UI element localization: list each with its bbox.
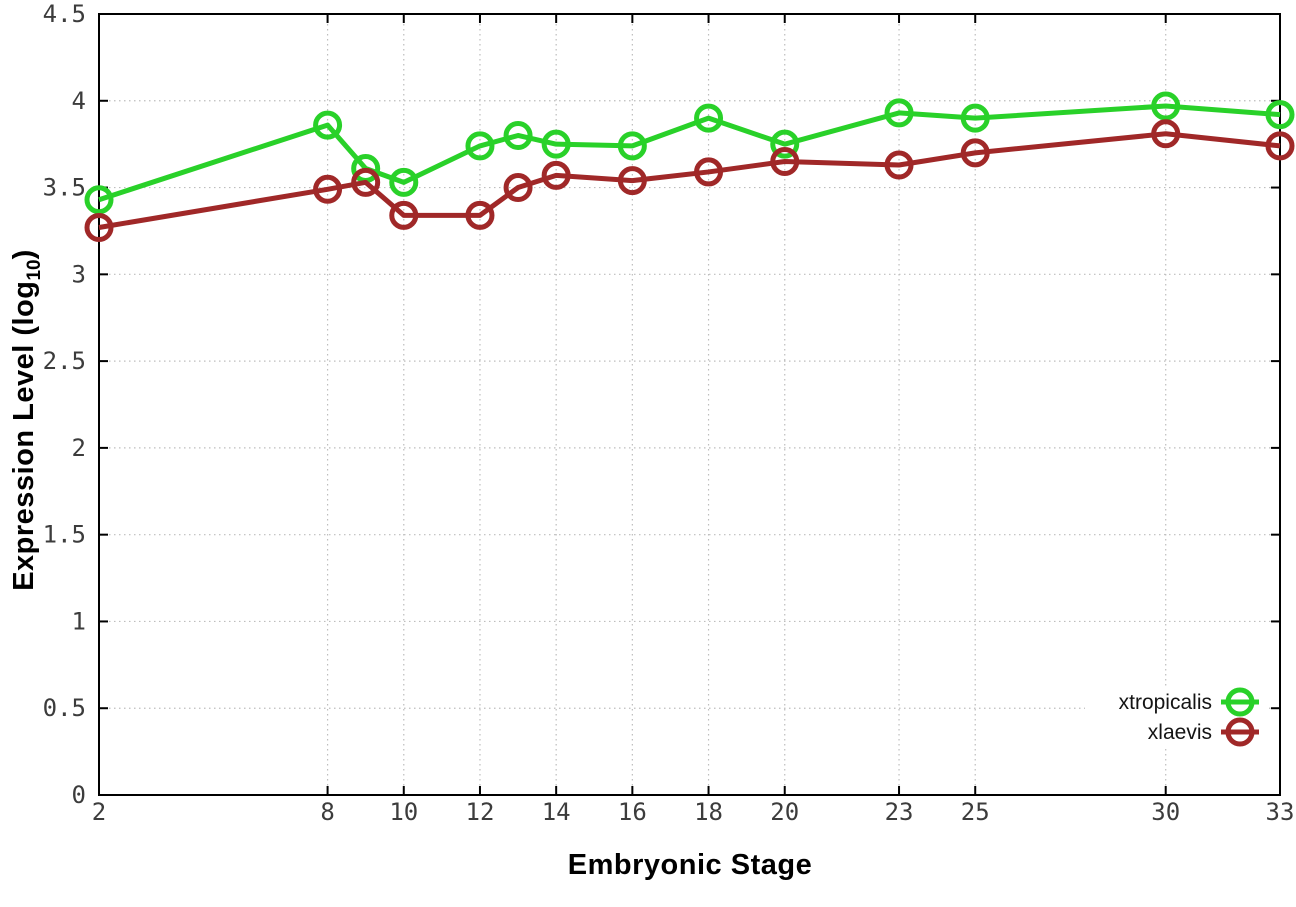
y-tick-label: 3 — [72, 260, 86, 288]
data-point-xtropicalis — [770, 129, 800, 159]
tick-labels: 2 8 10 12 14 16 18 20 23 25 30 33 0 0.5 1 1.5 2 2.5 3 3.5 4 4… — [43, 0, 1295, 826]
series-markers-xtropicalis — [84, 91, 1295, 215]
x-tick-label: 14 — [542, 798, 571, 826]
data-point-xlaevis — [465, 200, 495, 230]
data-point-xtropicalis — [465, 131, 495, 161]
x-tick-label: 12 — [466, 798, 495, 826]
x-tick-label: 20 — [770, 798, 799, 826]
data-point-xtropicalis — [313, 110, 343, 140]
y-tick-label: 2 — [72, 434, 86, 462]
legend-item-xlaevis: xlaevis — [1148, 717, 1259, 747]
legend-label: xlaevis — [1148, 721, 1212, 744]
y-axis-title-text: Expression Level (log — [8, 280, 40, 591]
y-tick-label: 1 — [72, 607, 86, 635]
x-tick-label: 18 — [694, 798, 723, 826]
data-point-xlaevis — [313, 174, 343, 204]
data-point-xlaevis — [503, 173, 533, 203]
x-tick-label: 23 — [885, 798, 914, 826]
data-point-xlaevis — [84, 212, 114, 242]
x-axis-title: Embryonic Stage — [567, 849, 813, 881]
legend-background — [1085, 686, 1266, 748]
series-markers-xlaevis — [84, 119, 1295, 242]
y-tick-label: 4 — [72, 87, 86, 115]
y-tick-label: 1.5 — [43, 521, 86, 549]
x-tick-label: 30 — [1151, 798, 1180, 826]
gridlines — [98, 13, 1281, 796]
data-point-xlaevis — [1151, 119, 1181, 149]
data-point-xlaevis — [694, 157, 724, 187]
data-point-xtropicalis — [84, 185, 114, 215]
y-tick-label: 0 — [72, 781, 86, 809]
y-tick-label: 3.5 — [43, 174, 86, 202]
data-point-xtropicalis — [694, 103, 724, 133]
x-tick-label: 2 — [92, 798, 106, 826]
legend: xtropicalis xlaevis — [1085, 686, 1266, 748]
data-point-xlaevis — [351, 167, 381, 197]
tick-marks — [98, 13, 1281, 796]
y-axis-title: Expression Level (log10) — [8, 249, 46, 591]
legend-label: xtropicalis — [1119, 691, 1212, 714]
data-point-xlaevis — [389, 200, 419, 230]
x-tick-label: 10 — [389, 798, 418, 826]
x-tick-label: 16 — [618, 798, 647, 826]
x-tick-label: 33 — [1266, 798, 1295, 826]
data-point-xlaevis — [1265, 131, 1295, 161]
data-point-xlaevis — [960, 138, 990, 168]
data-point-xtropicalis — [960, 103, 990, 133]
plot-border — [98, 13, 1281, 796]
series-line-xtropicalis — [98, 103, 1281, 203]
data-point-xlaevis — [770, 147, 800, 177]
y-tick-label: 4.5 — [43, 0, 86, 28]
data-point-xtropicalis — [1151, 91, 1181, 121]
data-point-xtropicalis — [617, 131, 647, 161]
y-axis-title-close: ) — [8, 249, 40, 260]
y-axis-title-subscript: 10 — [24, 259, 45, 281]
data-point-xlaevis — [541, 160, 571, 190]
data-point-xlaevis — [617, 166, 647, 196]
x-tick-label: 8 — [320, 798, 334, 826]
data-point-xtropicalis — [541, 129, 571, 159]
data-point-xlaevis — [884, 150, 914, 180]
legend-marker-icon — [1225, 687, 1255, 717]
data-point-xtropicalis — [389, 167, 419, 197]
data-point-xtropicalis — [884, 98, 914, 128]
y-tick-label: 0.5 — [43, 694, 86, 722]
data-point-xtropicalis — [503, 120, 533, 150]
legend-marker-icon — [1225, 717, 1255, 747]
y-tick-label: 2.5 — [43, 347, 86, 375]
series-line-xlaevis — [98, 131, 1281, 230]
legend-item-xtropicalis: xtropicalis — [1119, 687, 1259, 717]
data-point-xtropicalis — [1265, 100, 1295, 130]
x-tick-label: 25 — [961, 798, 990, 826]
